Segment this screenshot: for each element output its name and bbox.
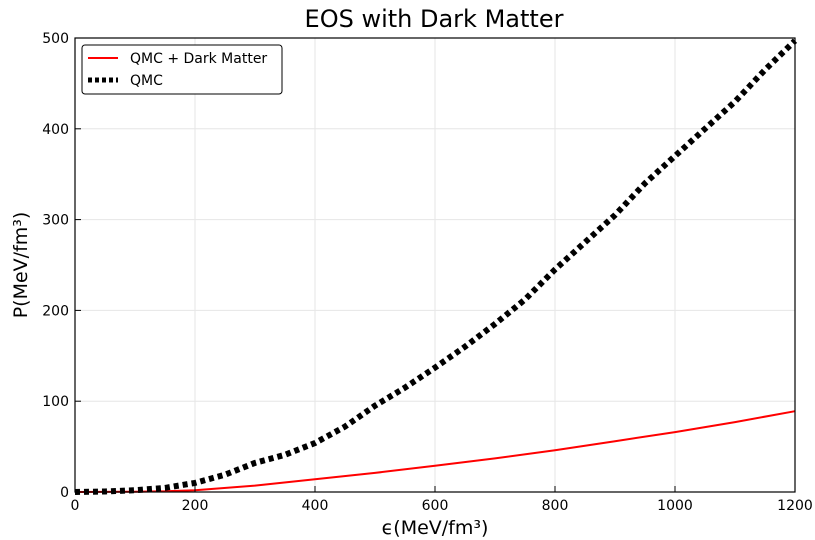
series-line-qmc [74, 38, 798, 495]
x-tick-label: 0 [71, 498, 80, 514]
y-axis-label: P(MeV/fm³) [10, 212, 32, 319]
y-tick-label: 0 [60, 485, 69, 501]
x-tick-label: 1200 [777, 498, 813, 514]
chart-title: EOS with Dark Matter [305, 5, 564, 33]
y-tick-label: 400 [42, 122, 69, 138]
x-tick-label: 800 [542, 498, 569, 514]
x-tick-label: 600 [422, 498, 449, 514]
series-layer [74, 38, 798, 495]
grid [74, 37, 796, 493]
legend-label-qmc: QMC [130, 73, 163, 89]
x-axis-label: ϵ(MeV/fm³) [382, 517, 489, 539]
y-tick-label: 100 [42, 394, 69, 410]
ticks: 0 200 400 600 800 1000 1200 0 100 200 300 400 500 [42, 31, 813, 514]
legend-box [81, 44, 283, 95]
x-tick-label: 1000 [657, 498, 693, 514]
y-tick-label: 200 [42, 303, 69, 319]
x-tick-label: 400 [302, 498, 329, 514]
x-tick-label: 200 [182, 498, 209, 514]
legend: QMC + Dark Matter QMC [81, 44, 283, 95]
y-tick-label: 300 [42, 213, 69, 229]
y-tick-label: 500 [42, 31, 69, 47]
series-line-qmc-dark-matter [74, 410, 796, 493]
legend-label-qmc-dm: QMC + Dark Matter [130, 51, 267, 67]
